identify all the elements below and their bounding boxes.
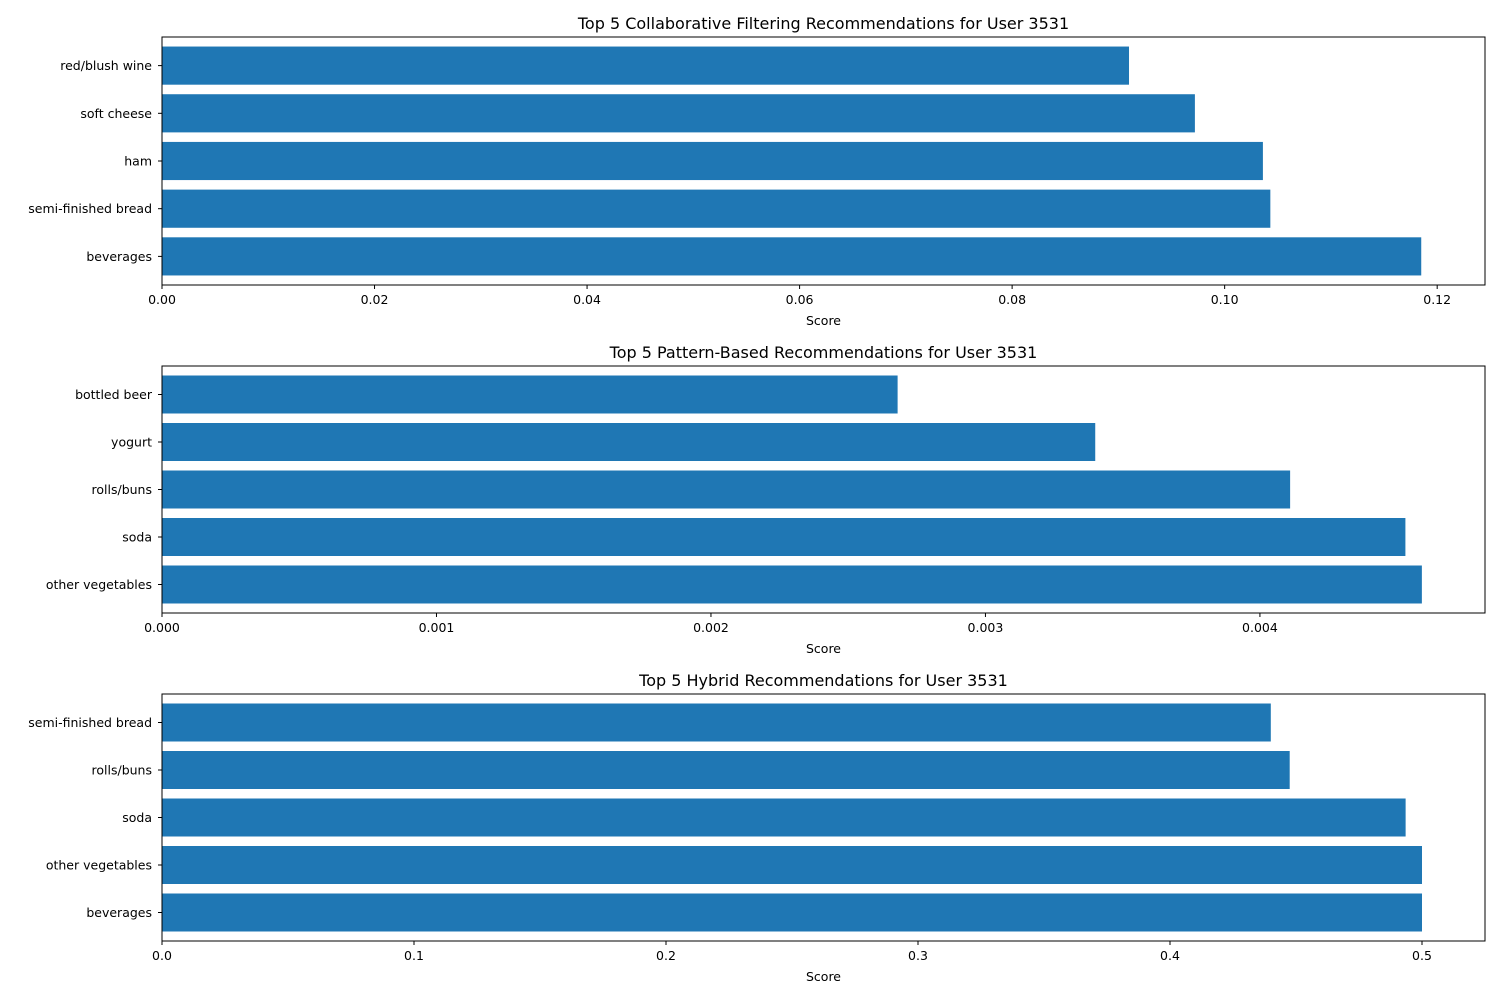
y-tick-label: rolls/buns [92, 482, 152, 497]
x-tick-label: 0.08 [998, 292, 1026, 307]
x-tick-label: 0.04 [573, 292, 601, 307]
x-tick-label: 0.06 [786, 292, 814, 307]
chart-panel-3: beverages other vegetables soda rolls/buns s… [28, 671, 1486, 984]
x-tick-label: 0.002 [693, 620, 729, 635]
x-tick-label: 0.02 [361, 292, 389, 307]
chart-panel-2: other vegetables soda rolls/buns yogurt bott… [46, 343, 1486, 656]
y-tick-label: beverages [86, 249, 152, 264]
bar [162, 798, 1406, 837]
y-tick-label: red/blush wine [60, 58, 152, 73]
x-tick-label: 0.4 [1160, 948, 1180, 963]
x-axis-label: Score [806, 969, 841, 984]
x-tick-label: 0.10 [1211, 292, 1239, 307]
y-tick-label: yogurt [111, 435, 152, 450]
x-axis-label: Score [806, 641, 841, 656]
chart-title: Top 5 Collaborative Filtering Recommenda… [577, 14, 1069, 33]
x-tick-label: 0.000 [144, 620, 180, 635]
x-tick-label: 0.12 [1423, 292, 1451, 307]
bar [162, 94, 1195, 133]
y-tick-label: ham [124, 154, 152, 169]
bar [162, 518, 1406, 556]
y-tick-label: soda [122, 810, 152, 825]
y-tick-label: other vegetables [46, 858, 152, 873]
x-tick-label: 0.00 [148, 292, 176, 307]
x-tick-label: 0.1 [404, 948, 424, 963]
bar [162, 375, 898, 414]
chart-title: Top 5 Hybrid Recommendations for User 35… [638, 671, 1008, 690]
x-tick-label: 0.001 [419, 620, 455, 635]
y-tick-label: semi-finished bread [28, 715, 152, 730]
bar [162, 703, 1271, 742]
y-tick-label: other vegetables [46, 577, 152, 592]
y-tick-label: semi-finished bread [28, 201, 152, 216]
bar [162, 893, 1422, 932]
bar [162, 237, 1422, 276]
chart-title: Top 5 Pattern-Based Recommendations for … [609, 343, 1038, 362]
x-tick-label: 0.003 [968, 620, 1004, 635]
bar [162, 470, 1291, 509]
x-tick-label: 0.2 [656, 948, 676, 963]
y-tick-label: bottled beer [75, 387, 153, 402]
y-tick-label: beverages [86, 905, 152, 920]
bar [162, 565, 1422, 604]
chart-panel-1: beverages semi-finished bread ham soft chee… [28, 14, 1486, 328]
bar [162, 141, 1263, 181]
x-axis-label: Score [806, 313, 841, 328]
bar [162, 846, 1422, 884]
bar [162, 46, 1130, 85]
y-tick-label: soda [122, 530, 152, 545]
x-tick-label: 0.0 [152, 948, 172, 963]
x-tick-label: 0.004 [1242, 620, 1278, 635]
y-tick-label: soft cheese [80, 106, 152, 121]
y-tick-label: rolls/buns [92, 763, 152, 778]
x-tick-label: 0.5 [1412, 948, 1432, 963]
bar [162, 423, 1096, 461]
bar [162, 751, 1290, 789]
bar [162, 189, 1271, 228]
x-tick-label: 0.3 [908, 948, 928, 963]
